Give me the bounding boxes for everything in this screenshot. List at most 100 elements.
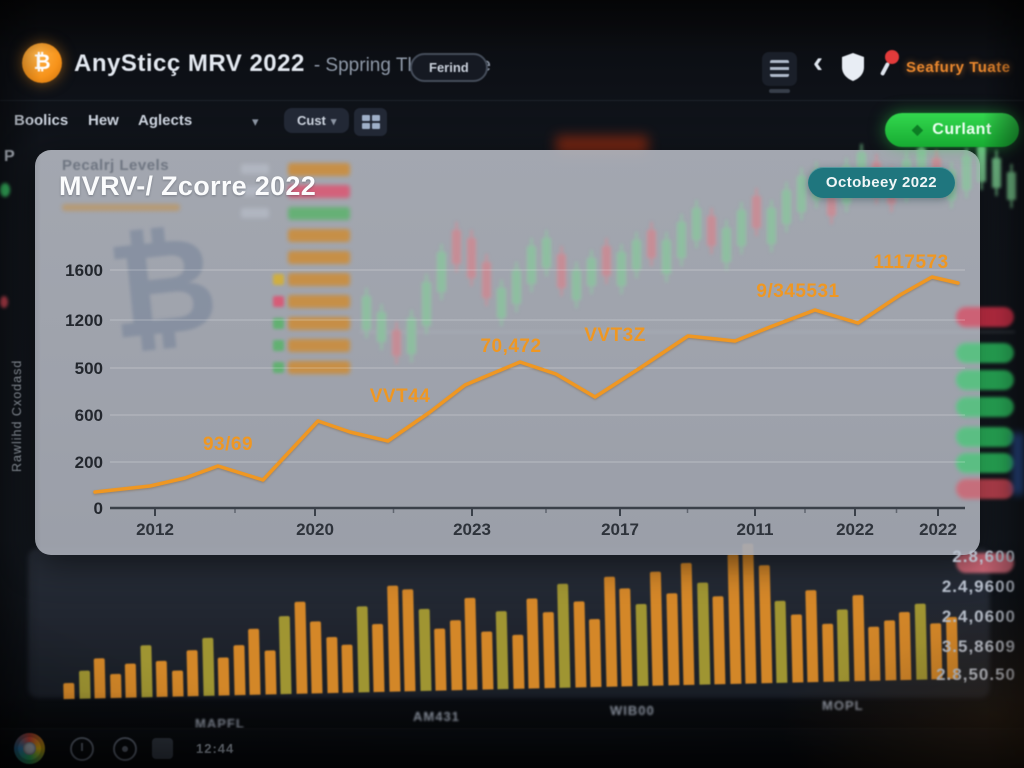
data-point-label: 70,472 bbox=[480, 336, 541, 357]
volume-bar bbox=[278, 615, 292, 695]
volume-bar bbox=[309, 621, 323, 694]
vertical-axis-caption: Rawlihd Cxodasd bbox=[10, 359, 24, 472]
volume-bar bbox=[836, 609, 850, 682]
x-axis-tick-label: 2022 bbox=[836, 520, 874, 539]
volume-bar bbox=[868, 626, 881, 681]
y-axis-tick-label: 0 bbox=[94, 499, 103, 518]
x-axis-tick-label: 2017 bbox=[601, 520, 639, 539]
y-axis-tick-label: 1600 bbox=[65, 261, 103, 280]
shield-icon[interactable] bbox=[840, 52, 866, 82]
edge-letter: P bbox=[4, 148, 15, 165]
volume-bar bbox=[109, 673, 122, 699]
orderbook-price: 2.4,9600 bbox=[941, 577, 1016, 596]
volume-bar bbox=[511, 634, 524, 689]
mvrv-panel: Pecalrj Levels ₿ 1600 1200 500 600 200 0 2012 2… bbox=[35, 150, 980, 555]
grid-view-button[interactable] bbox=[354, 108, 387, 136]
volume-bar bbox=[480, 631, 493, 690]
stack-menu-caption bbox=[769, 89, 790, 93]
clock-app-icon[interactable] bbox=[70, 737, 94, 761]
chevron-down-icon: ▾ bbox=[330, 116, 337, 128]
mvrv-line-chart: 1600 1200 500 600 200 0 2012 2020 2023 2017 2011 20… bbox=[65, 252, 965, 539]
volume-bar bbox=[805, 590, 819, 683]
volume-bar bbox=[418, 608, 432, 692]
volume-bar bbox=[201, 637, 215, 696]
volume-bar bbox=[726, 553, 741, 685]
curlant-button-label: Curlant bbox=[932, 121, 992, 138]
orderbook-price: 3.5,8609 bbox=[941, 637, 1016, 656]
browser-icon[interactable] bbox=[14, 733, 45, 764]
nav-item-hew[interactable]: Hew bbox=[88, 112, 119, 129]
volume-bar bbox=[774, 600, 788, 683]
volume-bar bbox=[356, 606, 370, 693]
volume-bar bbox=[186, 650, 199, 697]
diamond-icon: ◆ bbox=[912, 121, 924, 137]
volume-bar bbox=[402, 589, 416, 692]
volume-bar bbox=[93, 658, 106, 699]
volume-bar-chart bbox=[48, 540, 971, 708]
nav-item-aglects[interactable]: Aglects bbox=[138, 112, 193, 129]
app-title: AnySticç MRV 2022 bbox=[74, 50, 305, 77]
nav-item-boolics[interactable]: Boolics bbox=[14, 112, 69, 129]
data-point-label: 9/345531 bbox=[756, 281, 839, 302]
candle-body bbox=[1007, 172, 1016, 200]
volume-bar bbox=[155, 660, 168, 698]
volume-bar bbox=[217, 657, 230, 696]
bottom-ticker-label: MOPL bbox=[822, 698, 864, 713]
volume-bar bbox=[139, 645, 153, 698]
volume-bar bbox=[63, 682, 75, 700]
volume-bar bbox=[712, 596, 726, 685]
taskbar-clock: 12:44 bbox=[196, 741, 235, 756]
volume-bar bbox=[635, 603, 648, 687]
volume-bar bbox=[449, 620, 462, 691]
screen-edge-glow bbox=[1013, 433, 1024, 495]
volume-bar bbox=[341, 644, 354, 693]
stack-menu-button[interactable] bbox=[762, 52, 797, 93]
volume-bar bbox=[619, 588, 633, 687]
volume-bar bbox=[790, 614, 803, 683]
data-point-label: VVT44 bbox=[370, 386, 431, 407]
ferind-button[interactable]: Ferind bbox=[410, 53, 488, 82]
volume-bar bbox=[851, 594, 865, 682]
orderbook-price: 2.8,600 bbox=[952, 547, 1016, 566]
bottom-ticker-label: WIB00 bbox=[610, 703, 655, 718]
volume-bar bbox=[264, 650, 277, 695]
volume-bar bbox=[124, 663, 137, 698]
y-axis-tick-label: 500 bbox=[75, 359, 103, 378]
x-axis-tick-label: 2020 bbox=[296, 520, 334, 539]
data-point-label: 1117573 bbox=[873, 252, 948, 273]
bitcoin-logo-icon[interactable]: ₿ bbox=[22, 43, 62, 83]
volume-bar bbox=[293, 601, 308, 694]
y-axis-tick-label: 600 bbox=[75, 406, 103, 425]
volume-bar bbox=[680, 562, 695, 686]
curlant-button[interactable]: ◆ Curlant bbox=[885, 113, 1019, 147]
y-axis-tick-label: 200 bbox=[75, 453, 103, 472]
orderbook-price: 2.4,0600 bbox=[941, 607, 1016, 626]
volume-bar bbox=[649, 571, 664, 686]
volume-bar bbox=[603, 576, 617, 687]
grid-icon bbox=[361, 115, 380, 129]
window-app-icon[interactable] bbox=[152, 738, 173, 759]
edge-red-dot bbox=[0, 296, 8, 308]
chevron-left-icon[interactable]: ‹ bbox=[813, 46, 823, 79]
volume-bar bbox=[573, 601, 586, 688]
volume-bar bbox=[495, 611, 509, 690]
volume-bar bbox=[696, 582, 710, 685]
cust-dropdown-label: Cust bbox=[297, 113, 326, 128]
account-label[interactable]: Seafury Tuate bbox=[906, 59, 1011, 76]
record-app-icon[interactable] bbox=[113, 737, 137, 761]
notification-pin-icon[interactable] bbox=[874, 48, 902, 82]
data-point-label: VVT3Z bbox=[584, 325, 646, 346]
volume-bar bbox=[588, 618, 602, 688]
volume-bar bbox=[248, 628, 261, 695]
x-axis-tick-label: 2011 bbox=[737, 520, 774, 539]
volume-bar bbox=[325, 636, 339, 694]
bottom-ticker-label: AM431 bbox=[413, 709, 460, 724]
volume-bar bbox=[883, 620, 896, 681]
taskbar: 12:44 bbox=[0, 728, 1024, 768]
cust-dropdown[interactable]: Cust ▾ bbox=[284, 108, 350, 133]
chevron-down-icon[interactable]: ▾ bbox=[252, 114, 259, 129]
stack-lines-icon bbox=[770, 60, 789, 77]
volume-bar bbox=[171, 670, 184, 697]
orderbook-price: 2.8,50.50 bbox=[936, 665, 1016, 684]
